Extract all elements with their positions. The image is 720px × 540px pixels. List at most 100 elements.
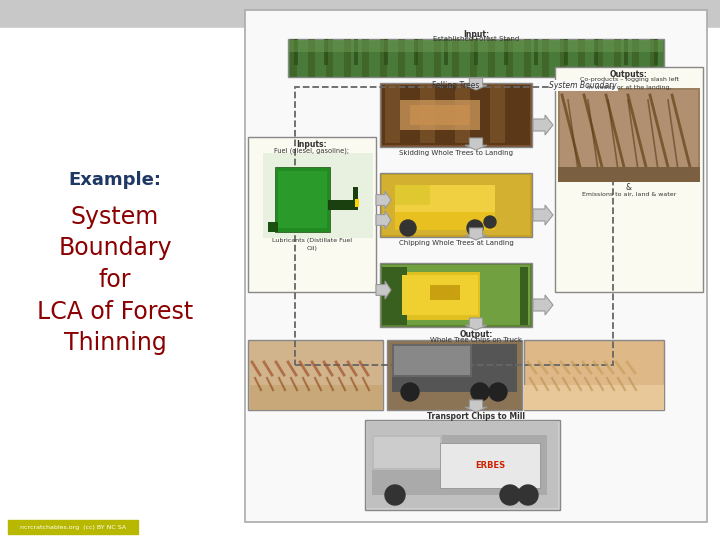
Bar xyxy=(596,39,603,77)
Bar xyxy=(410,105,470,125)
Bar xyxy=(355,199,359,207)
Text: Example:: Example: xyxy=(68,171,161,189)
Bar xyxy=(365,420,560,510)
Text: in woods or at the landing,: in woods or at the landing, xyxy=(587,85,671,90)
Text: Inputs:: Inputs: xyxy=(297,140,328,149)
Circle shape xyxy=(400,220,416,236)
Bar xyxy=(560,90,698,180)
Text: Transport Chips to Mill: Transport Chips to Mill xyxy=(427,412,525,421)
Bar xyxy=(8,520,138,534)
Text: Output:: Output: xyxy=(459,330,492,339)
Bar xyxy=(394,346,470,375)
Circle shape xyxy=(484,216,496,228)
Text: Input:: Input: xyxy=(463,30,489,39)
Circle shape xyxy=(471,383,489,401)
Bar xyxy=(392,344,472,377)
Bar xyxy=(289,40,663,52)
Bar xyxy=(380,83,532,147)
Polygon shape xyxy=(465,400,487,412)
Text: Felling Trees: Felling Trees xyxy=(432,81,480,90)
Bar xyxy=(542,39,549,77)
Bar xyxy=(683,30,720,85)
Polygon shape xyxy=(465,138,487,150)
Bar xyxy=(0,0,720,30)
Text: Chipping Whole Trees at Landing: Chipping Whole Trees at Landing xyxy=(399,240,513,246)
Bar xyxy=(520,267,528,325)
Bar xyxy=(504,39,508,65)
Text: Fuel (diesel, gasoline);: Fuel (diesel, gasoline); xyxy=(274,147,349,153)
Bar xyxy=(414,39,418,65)
Bar xyxy=(245,10,707,522)
Bar xyxy=(395,185,430,205)
Text: ERBES: ERBES xyxy=(475,461,505,469)
Text: Outputs:: Outputs: xyxy=(610,70,648,79)
Bar xyxy=(560,39,567,77)
Circle shape xyxy=(489,383,507,401)
Bar xyxy=(455,85,470,143)
Bar xyxy=(398,39,405,77)
Bar xyxy=(400,272,480,320)
Bar xyxy=(488,39,495,77)
Bar xyxy=(558,88,700,182)
Bar xyxy=(395,185,495,230)
Bar xyxy=(555,67,703,292)
Bar xyxy=(558,167,700,182)
Bar xyxy=(324,39,328,65)
Bar xyxy=(263,153,373,238)
Bar xyxy=(434,39,441,77)
Bar xyxy=(380,173,532,237)
Bar xyxy=(564,39,568,65)
Bar xyxy=(308,39,315,77)
Bar xyxy=(387,340,522,410)
Bar xyxy=(470,39,477,77)
Text: &: & xyxy=(626,183,632,192)
Bar xyxy=(294,39,298,65)
Bar xyxy=(326,39,333,77)
Text: Emissions to air, land & water: Emissions to air, land & water xyxy=(582,192,676,197)
Bar xyxy=(474,39,478,65)
Bar xyxy=(444,39,448,65)
Bar xyxy=(288,39,664,77)
Bar xyxy=(614,39,621,77)
Circle shape xyxy=(467,220,483,236)
Bar xyxy=(328,200,358,210)
Bar xyxy=(380,263,532,327)
Bar xyxy=(372,435,547,495)
Bar xyxy=(380,39,387,77)
Bar xyxy=(632,39,639,77)
Circle shape xyxy=(518,485,538,505)
Text: Established Forest Stand: Established Forest Stand xyxy=(433,36,519,42)
Bar xyxy=(372,435,442,470)
Bar xyxy=(275,167,330,232)
Bar xyxy=(385,85,400,143)
Text: Skidding Whole Trees to Landing: Skidding Whole Trees to Landing xyxy=(399,150,513,156)
Text: Lubricants (Distillate Fuel: Lubricants (Distillate Fuel xyxy=(272,238,352,243)
Bar xyxy=(534,39,538,65)
Bar xyxy=(490,85,505,143)
Polygon shape xyxy=(465,318,487,330)
Bar xyxy=(278,171,327,228)
Bar xyxy=(578,39,585,77)
Polygon shape xyxy=(533,295,553,315)
Bar xyxy=(382,175,530,235)
Bar xyxy=(430,285,460,300)
Bar xyxy=(506,39,513,77)
Polygon shape xyxy=(533,115,553,135)
Bar xyxy=(392,344,517,392)
Bar xyxy=(624,39,628,65)
Polygon shape xyxy=(465,228,487,240)
Bar xyxy=(382,265,530,325)
Bar xyxy=(400,100,480,130)
Bar xyxy=(374,437,440,468)
Bar xyxy=(594,39,598,65)
Bar xyxy=(402,275,478,315)
Polygon shape xyxy=(376,211,391,229)
Circle shape xyxy=(385,485,405,505)
Bar xyxy=(384,39,388,65)
Text: Whole Tree Chips on Truck: Whole Tree Chips on Truck xyxy=(430,337,522,343)
Bar xyxy=(382,85,530,145)
Text: System
Boundary
for
LCA of Forest
Thinning: System Boundary for LCA of Forest Thinni… xyxy=(37,205,193,355)
Bar xyxy=(344,39,351,77)
Bar xyxy=(248,137,376,292)
Bar xyxy=(654,39,658,65)
